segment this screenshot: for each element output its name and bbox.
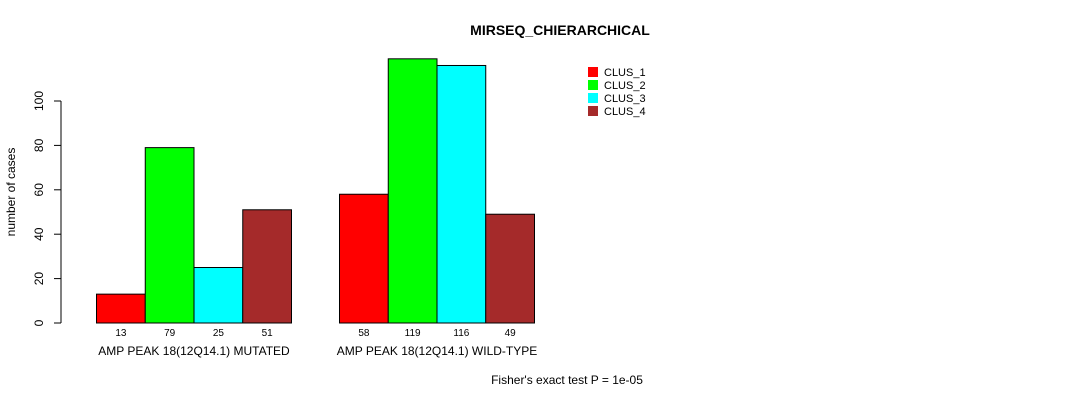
legend-swatch — [588, 67, 598, 77]
bar — [96, 293, 146, 324]
legend-swatch — [588, 80, 598, 90]
legend-label: CLUS_1 — [604, 67, 646, 79]
legend-label: CLUS_3 — [604, 93, 646, 105]
bar — [436, 64, 487, 324]
legend-swatch — [588, 93, 598, 103]
y-tick-label: 60 — [32, 183, 46, 197]
bar — [193, 267, 244, 324]
bar-value-label: 58 — [358, 328, 370, 339]
bar — [485, 213, 535, 324]
y-tick-label: 100 — [32, 91, 46, 111]
legend-swatch — [588, 106, 598, 116]
bar — [387, 58, 438, 324]
bar-value-label: 116 — [453, 328, 469, 339]
y-tick-label: 40 — [32, 227, 46, 241]
fisher-annotation: Fisher's exact test P = 1e-05 — [491, 373, 643, 387]
legend-label: CLUS_2 — [604, 80, 646, 92]
category-label: AMP PEAK 18(12Q14.1) MUTATED — [98, 344, 290, 358]
category-label: AMP PEAK 18(12Q14.1) WILD-TYPE — [337, 344, 538, 358]
bar-value-label: 13 — [115, 328, 127, 339]
bar-value-label: 119 — [405, 328, 421, 339]
chart-title: MIRSEQ_CHIERARCHICAL — [470, 22, 650, 38]
bar — [242, 209, 292, 324]
y-tick-label: 20 — [32, 272, 46, 286]
bar-value-label: 49 — [505, 328, 517, 339]
bar — [144, 147, 195, 324]
bar-value-label: 25 — [213, 328, 225, 339]
bar-value-label: 79 — [164, 328, 176, 339]
y-tick-label: 0 — [32, 319, 46, 326]
legend-label: CLUS_4 — [604, 106, 646, 118]
y-axis-label: number of cases — [4, 148, 18, 237]
bar-value-label: 51 — [262, 328, 274, 339]
y-tick-label: 80 — [32, 138, 46, 152]
bar — [339, 193, 389, 324]
